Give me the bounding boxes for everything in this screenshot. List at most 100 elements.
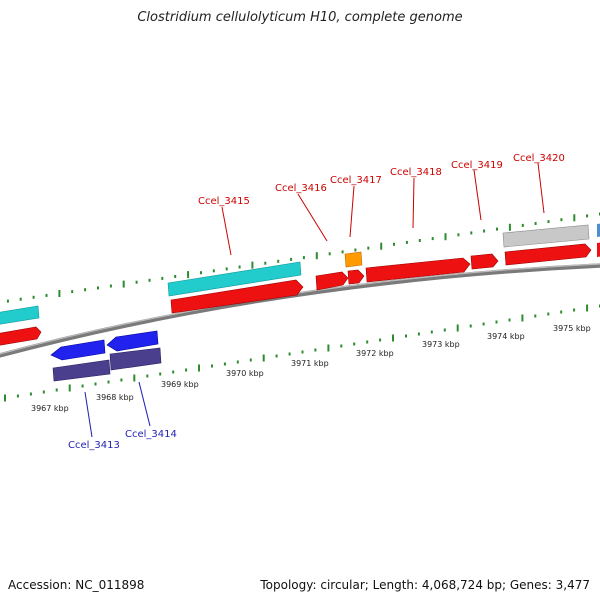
tick-mark-bottom [42,390,45,394]
tick-mark-bottom [353,342,356,346]
tick-mark-top [290,257,293,261]
scale-label-3975: 3975 kbp [553,324,591,333]
gene-label-3417[interactable]: Ccel_3417 [330,175,382,186]
tick-mark-top [560,218,563,222]
tick-mark-bottom [443,328,446,332]
cds-forward-3419[interactable] [470,253,499,270]
page-title: Clostridium cellulolyticum H10, complete… [137,10,463,25]
tick-mark-top [58,290,61,297]
tick-mark-bottom [146,374,149,378]
feature-purple-3414[interactable] [109,347,162,371]
forward-features [0,223,600,346]
accession-text: Accession: NC_011898 [8,578,145,592]
tick-mark-top [187,271,190,279]
cds-forward-3417[interactable] [347,269,365,285]
tick-mark-bottom [236,360,239,364]
tick-mark-top [97,286,99,290]
feature-cyan-left[interactable] [0,305,40,325]
tick-mark-top [483,229,486,233]
cds-forward-right[interactable] [597,242,600,257]
gene-label-3418[interactable]: Ccel_3418 [390,167,442,178]
leader-line-3417 [349,185,355,238]
tick-mark-top [122,280,125,288]
tick-mark-bottom [120,378,123,382]
tick-mark-bottom [301,350,304,354]
tick-mark-top [71,290,74,294]
cds-forward-3416[interactable] [315,271,349,291]
tick-mark-top [251,261,254,269]
tick-mark-bottom [521,314,524,322]
tick-mark-top [109,284,112,288]
tick-mark-top [534,222,537,225]
feature-orange-3417[interactable] [344,251,363,268]
cds-reverse-3413[interactable] [50,339,106,361]
tick-mark-top [32,295,35,299]
tick-mark-top [328,252,331,256]
tick-mark-bottom [392,334,394,342]
tick-mark-bottom [430,330,433,334]
leader-line-3420 [537,162,545,214]
tick-mark-top [393,242,395,246]
tick-mark-bottom [172,370,175,374]
cds-forward-left[interactable] [0,326,42,346]
cds-forward-3420[interactable] [504,243,592,266]
tick-mark-top [457,233,460,237]
gene-label-3419[interactable]: Ccel_3419 [451,160,503,171]
tick-mark-bottom [185,368,188,372]
tick-mark-top [418,239,421,242]
tick-mark-top [200,271,202,275]
scale-label-3973: 3973 kbp [422,340,460,349]
feature-blue-right[interactable] [597,223,600,237]
tick-mark-bottom [262,354,265,362]
cds-reverse-3414[interactable] [106,330,159,352]
tick-mark-top [405,240,408,244]
tick-track-bottom [4,304,600,402]
gene-label-3414[interactable]: Ccel_3414 [125,429,177,440]
tick-mark-top [380,242,383,250]
tick-mark-bottom [55,388,58,392]
tick-mark-bottom [379,338,382,342]
tick-mark-bottom [211,364,213,368]
tick-mark-bottom [586,304,589,312]
tick-mark-top [354,248,357,252]
tick-mark-top [431,237,434,241]
gene-label-3415[interactable]: Ccel_3415 [198,196,250,207]
tick-mark-top [496,227,498,231]
tick-mark-top [212,269,215,273]
tick-mark-bottom [340,344,343,348]
tick-mark-top [264,261,267,265]
tick-mark-bottom [68,384,71,392]
gene-label-3413[interactable]: Ccel_3413 [68,440,120,451]
tick-mark-bottom [405,334,407,338]
feature-gray-3420[interactable] [502,224,590,248]
tick-mark-bottom [534,314,537,318]
tick-mark-bottom [275,354,278,358]
scale-label-3972: 3972 kbp [356,349,394,358]
tick-mark-bottom [107,380,110,384]
feature-cyan-3415[interactable] [167,261,302,297]
gene-label-3416[interactable]: Ccel_3416 [275,183,327,194]
leader-lines [84,162,545,438]
tick-mark-top [508,223,511,231]
tick-mark-top [225,267,228,271]
feature-purple-3413[interactable] [52,359,111,382]
cds-forward-3415[interactable] [170,279,304,314]
tick-mark-top [45,293,48,297]
gene-label-3420[interactable]: Ccel_3420 [513,153,565,164]
tick-mark-bottom [456,324,459,332]
genome-summary-text: Topology: circular; Length: 4,068,724 bp… [260,578,590,592]
tick-mark-top [135,280,138,284]
cds-forward-3418[interactable] [365,257,471,283]
scale-label-3968: 3968 kbp [96,393,134,402]
reverse-features [50,330,162,382]
tick-mark-bottom [417,332,420,336]
tick-mark-bottom [573,308,576,312]
scale-label-3969: 3969 kbp [161,380,199,389]
tick-mark-top [174,275,177,278]
tick-mark-bottom [508,318,511,322]
tick-mark-top [470,231,473,235]
tick-track-top [6,212,600,303]
tick-mark-bottom [314,348,317,352]
scale-label-3967: 3967 kbp [31,404,69,413]
tick-mark-top [586,214,589,218]
